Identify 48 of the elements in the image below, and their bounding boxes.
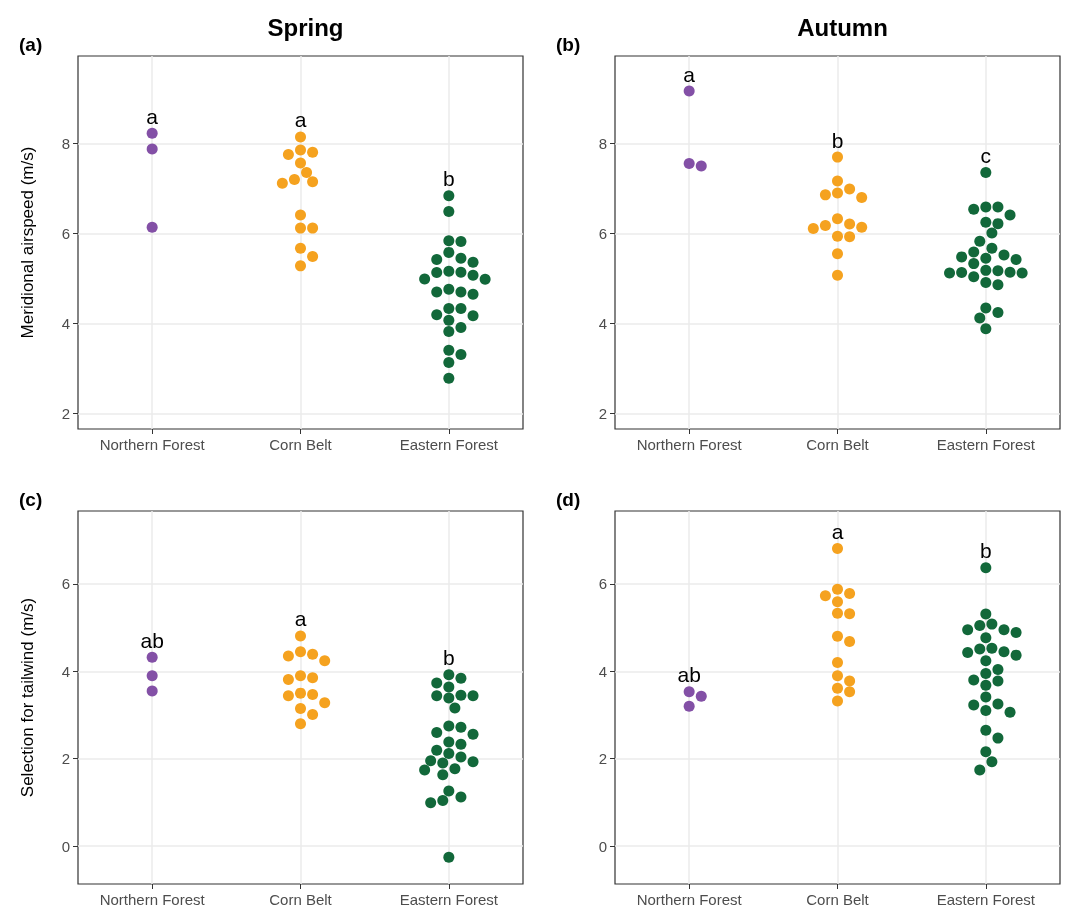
y-tick-label: 6 (598, 225, 607, 243)
y-tick-label: 2 (61, 404, 70, 422)
x-tick-label: Eastern Forest (936, 891, 1036, 908)
y-tick-label: 4 (61, 662, 70, 680)
chart-title: Spring (267, 13, 344, 41)
annotation: ab (677, 663, 701, 687)
y-tick-label: 4 (61, 314, 70, 332)
x-tick-label: Corn Belt (806, 891, 870, 908)
x-tick-label: Corn Belt (269, 891, 333, 908)
chart-subtitle: (a) (19, 34, 43, 55)
x-tick-label: Northern Forest (636, 891, 743, 908)
x-tick-label: Eastern Forest (399, 891, 499, 908)
y-tick-label: 6 (598, 575, 607, 593)
annotation: b (442, 167, 455, 191)
annotation: c (980, 143, 992, 167)
annotation: ab (140, 628, 164, 652)
x-tick-label: Northern Forest (99, 436, 206, 453)
chart-title: Autumn (797, 13, 888, 41)
y-tick-label: 6 (61, 225, 70, 243)
x-tick-label: Corn Belt (806, 436, 870, 453)
annotation: b (831, 128, 844, 152)
y-tick-label: 4 (598, 662, 607, 680)
annotation: a (831, 520, 844, 544)
x-tick-label: Eastern Forest (399, 436, 499, 453)
y-tick-label: 0 (598, 837, 607, 855)
x-tick-label: Corn Belt (269, 436, 333, 453)
x-tick-label: Northern Forest (99, 891, 206, 908)
y-axis-title: Meridional airspeed (m/s) (18, 146, 37, 339)
annotation: a (683, 62, 696, 86)
y-tick-label: 0 (61, 837, 70, 855)
x-tick-label: Northern Forest (636, 436, 743, 453)
y-tick-label: 6 (61, 575, 70, 593)
annotation: a (146, 104, 159, 128)
annotation: a (294, 607, 307, 631)
y-tick-label: 2 (598, 404, 607, 422)
chart-subtitle: (d) (556, 489, 581, 510)
y-tick-label: 4 (598, 314, 607, 332)
annotation: b (442, 646, 455, 670)
x-tick-label: Eastern Forest (936, 436, 1036, 453)
y-axis-title: Selection for tailwind (m/s) (18, 597, 37, 798)
annotation: a (294, 108, 307, 132)
y-tick-label: 2 (598, 750, 607, 768)
chart-subtitle: (b) (556, 34, 581, 55)
chart-subtitle: (c) (19, 489, 43, 510)
y-tick-label: 8 (61, 135, 70, 153)
annotation: b (979, 539, 992, 563)
y-tick-label: 2 (61, 750, 70, 768)
y-tick-label: 8 (598, 135, 607, 153)
